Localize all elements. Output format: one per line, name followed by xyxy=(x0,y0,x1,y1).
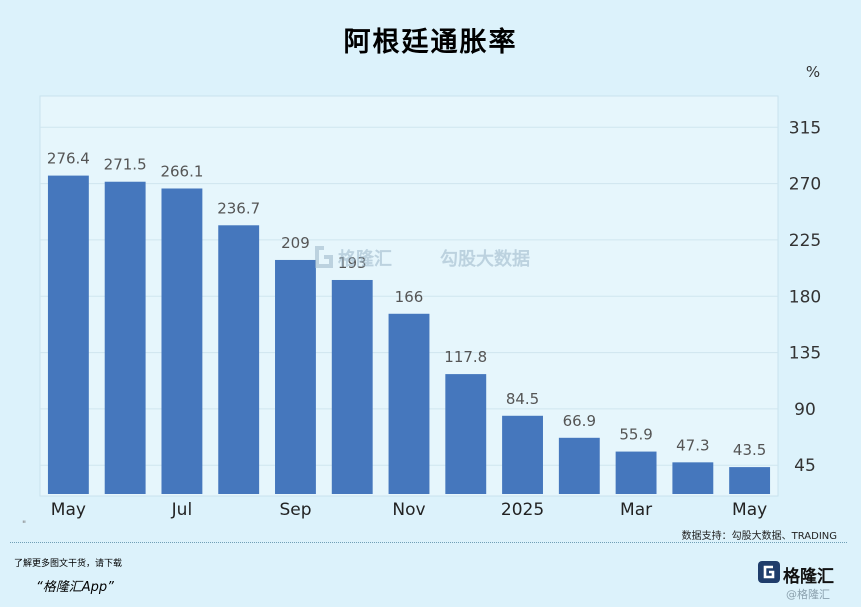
value-label: 209 xyxy=(281,234,310,252)
y-axis-labels: 45 90 135 180 225 270 315 xyxy=(789,118,821,476)
bars xyxy=(47,175,771,494)
value-label: 55.9 xyxy=(619,426,652,444)
bar xyxy=(331,279,373,494)
bar xyxy=(672,462,714,494)
brand-logo: 格隆汇 xyxy=(758,561,846,587)
x-tick-label: 2025 xyxy=(501,500,544,520)
value-label: 193 xyxy=(338,254,367,272)
watermark: 格隆汇 勾股大数据 xyxy=(312,243,552,283)
value-label: 43.5 xyxy=(733,441,766,459)
bar xyxy=(104,181,146,494)
y-tick-label: 270 xyxy=(789,175,821,195)
bar xyxy=(502,415,543,494)
y-tick-label: 225 xyxy=(789,231,821,251)
bar xyxy=(218,225,260,494)
x-tick-label: May xyxy=(732,500,767,520)
value-label: 271.5 xyxy=(104,156,147,174)
value-label: 84.5 xyxy=(506,390,539,408)
chart-title: 阿根廷通胀率 xyxy=(343,27,518,58)
bar xyxy=(275,259,316,494)
y-tick-label: 315 xyxy=(789,118,821,138)
value-label: 276.4 xyxy=(47,150,90,168)
y-tick-label: 180 xyxy=(789,287,821,307)
y-tick-label: 45 xyxy=(794,456,816,476)
value-label: 117.8 xyxy=(444,348,487,366)
watermark-partner: 勾股大数据 xyxy=(440,249,530,270)
corner-watermark: @格隆汇 xyxy=(786,588,830,601)
watermark-brand: 格隆汇 xyxy=(338,249,392,270)
y-tick-label: 90 xyxy=(794,400,816,420)
x-tick-label: Jul xyxy=(171,500,193,520)
y-unit-label: % xyxy=(806,63,820,81)
bar xyxy=(161,188,203,494)
x-tick-label: Nov xyxy=(392,500,425,520)
bar-chart: 276.4 271.5 266.1 236.7 209 193 166 117.8 84.5 66… xyxy=(39,63,821,520)
value-label: 266.1 xyxy=(160,162,203,180)
value-label: 47.3 xyxy=(676,436,709,454)
footer-note: 了解更多图文干货，请下载 xyxy=(14,559,123,569)
logo-text: 格隆汇 xyxy=(783,567,834,587)
x-tick-label: May xyxy=(51,500,86,520)
bar xyxy=(558,437,600,494)
source-note: 数据支持：勾股大数据、TRADING xyxy=(681,531,837,542)
value-label: 166 xyxy=(395,288,424,306)
bar xyxy=(388,313,430,494)
x-axis-labels: May Jul Sep Nov 2025 Mar May xyxy=(51,500,767,520)
value-labels: 276.4 271.5 266.1 236.7 209 193 166 117.8 84.5 66… xyxy=(47,150,766,459)
divider xyxy=(10,542,847,543)
bar xyxy=(47,175,89,494)
footer-app-name: “格隆汇App” xyxy=(36,580,114,595)
tiny-mark: " xyxy=(22,520,27,530)
watermark-logo-icon xyxy=(315,246,333,268)
y-tick-label: 135 xyxy=(789,344,821,364)
bar xyxy=(445,374,487,494)
x-tick-label: Sep xyxy=(279,500,311,520)
value-label: 236.7 xyxy=(217,199,260,217)
bar xyxy=(615,451,657,494)
bar xyxy=(729,467,771,494)
logo-mark-icon xyxy=(758,561,780,583)
value-label: 66.9 xyxy=(563,412,596,430)
x-tick-label: Mar xyxy=(620,500,652,520)
